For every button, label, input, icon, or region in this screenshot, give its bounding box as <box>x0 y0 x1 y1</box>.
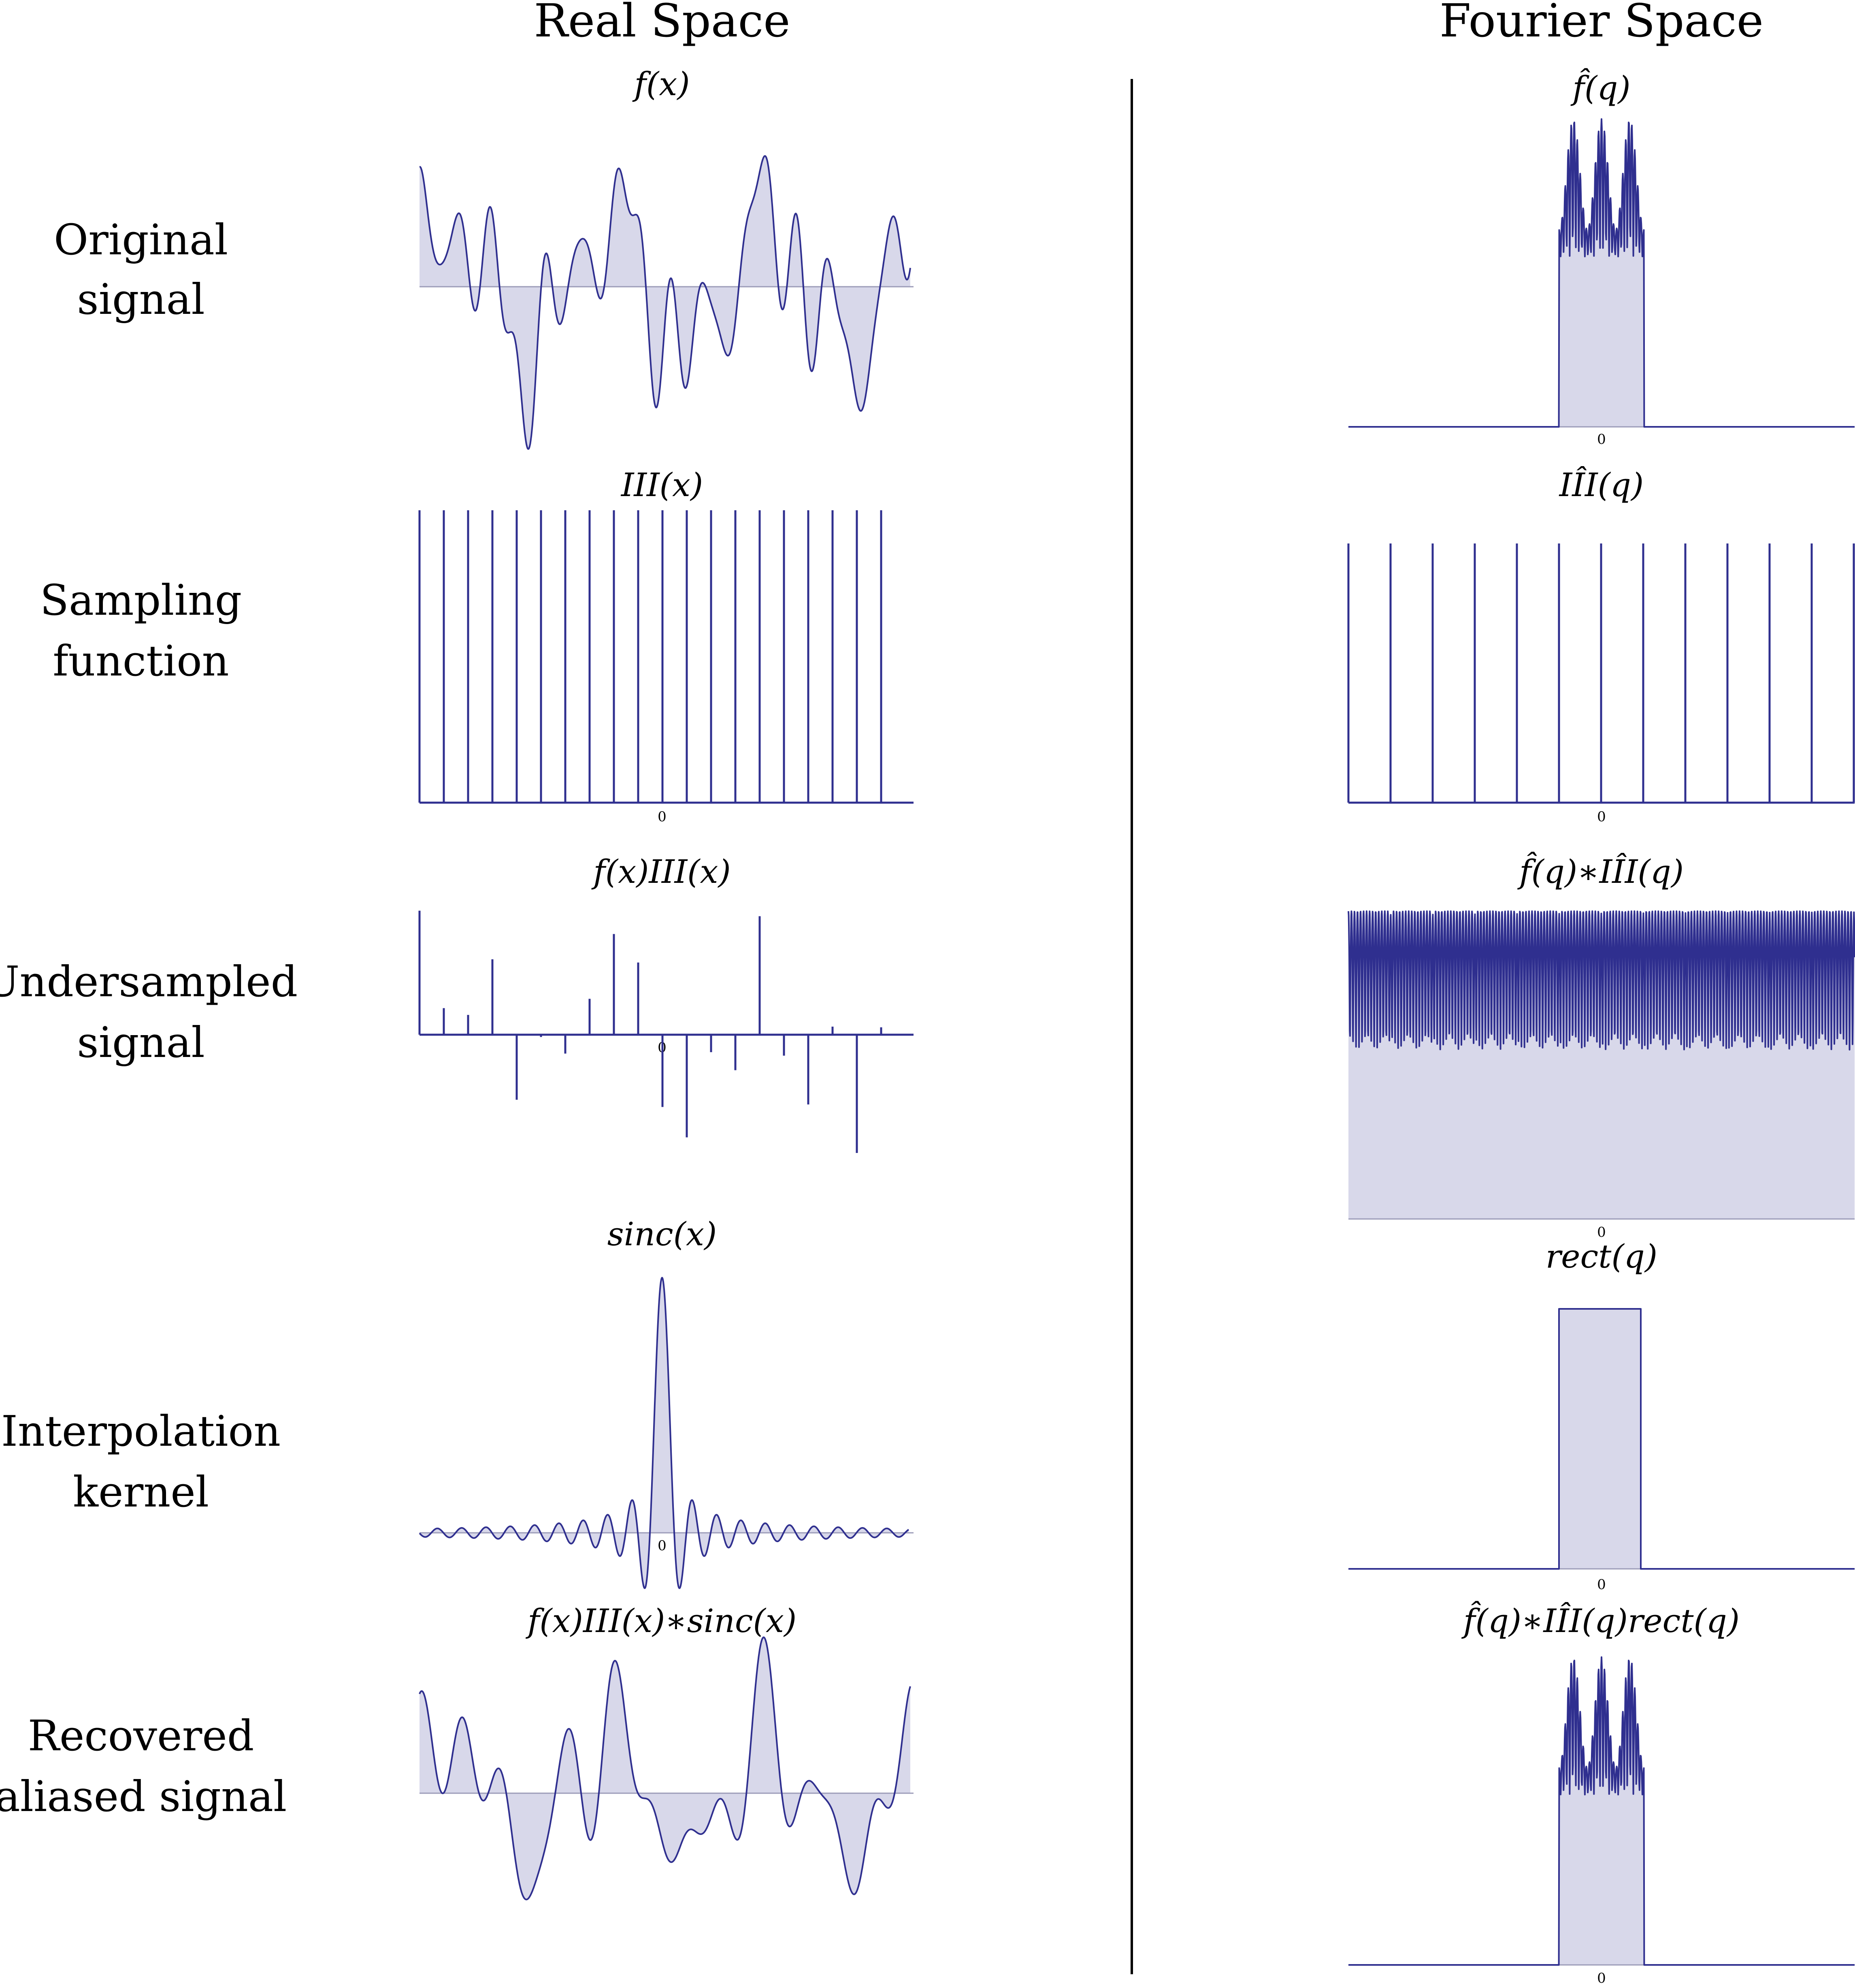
recovered-spectrum-area <box>1348 1657 1855 1965</box>
row-label-recovered: Recovered aliased signal <box>0 1711 287 1821</box>
zero-label-fourier-4: 0 <box>1597 1970 1606 1986</box>
recovered-signal-area <box>420 1637 910 1900</box>
svg-text:Undersampled: Undersampled <box>0 957 298 1006</box>
plot-recovered-signal <box>419 1636 914 1901</box>
rect-window-area <box>1348 1309 1855 1569</box>
row-label-interpolation: Interpolation kernel <box>1 1406 281 1517</box>
fourier-title-3: rect(q) <box>1546 1238 1657 1275</box>
svg-text:kernel: kernel <box>73 1467 209 1517</box>
plot-rect-window <box>1348 1308 1855 1570</box>
zero-label-real-1: 0 <box>658 809 667 825</box>
aliased-spectrum-curve <box>1348 910 1855 1050</box>
plot-sampling-comb <box>418 510 914 804</box>
fourier-title-0: f̂(q) <box>1570 68 1630 107</box>
real-title-3: sinc(x) <box>607 1215 717 1253</box>
original-signal-area <box>420 156 910 449</box>
zero-label-fourier-1: 0 <box>1597 809 1606 825</box>
plot-undersampled-signal <box>418 910 914 1153</box>
plot-comb-spectrum <box>1347 543 1855 804</box>
zero-label-fourier-3: 0 <box>1597 1577 1606 1593</box>
recovered-signal-curve <box>419 1636 911 1901</box>
zero-label-fourier-2: 0 <box>1597 1224 1606 1240</box>
zero-label-fourier-0: 0 <box>1597 431 1606 447</box>
svg-text:function: function <box>53 636 229 686</box>
sinc-kernel-curve <box>419 1277 909 1589</box>
recovered-spectrum-curve <box>1348 1656 1855 1966</box>
real-title-2: f(x)III(x) <box>591 853 731 891</box>
fourier-title-4: f̂(q)∗IÎI(q)rect(q) <box>1461 1600 1740 1640</box>
plot-aliased-spectrum <box>1348 910 1855 1220</box>
header-real-space: Real Space <box>534 0 790 47</box>
real-title-4: f(x)III(x)∗sinc(x) <box>526 1602 797 1640</box>
header-fourier-space: Fourier Space <box>1440 0 1763 47</box>
svg-text:Interpolation: Interpolation <box>1 1406 281 1456</box>
signal-spectrum-area <box>1348 119 1855 427</box>
original-signal-curve <box>419 155 911 450</box>
svg-text:Sampling: Sampling <box>40 575 242 625</box>
real-title-1: III(x) <box>620 466 703 504</box>
plot-signal-spectrum <box>1348 118 1855 428</box>
row-label-sampling: Sampling function <box>40 575 242 686</box>
zero-label-real-3: 0 <box>658 1538 667 1554</box>
fourier-title-1: IÎI(q) <box>1559 466 1644 504</box>
rect-window-curve <box>1348 1308 1855 1570</box>
row-label-original: Original signal <box>54 215 228 324</box>
plot-recovered-spectrum <box>1348 1656 1855 1966</box>
sinc-kernel-area <box>420 1278 909 1588</box>
svg-text:signal: signal <box>77 275 204 324</box>
plot-original-signal <box>419 155 914 450</box>
real-title-0: f(x) <box>632 65 690 103</box>
row-label-undersampled: Undersampled signal <box>0 957 298 1067</box>
signal-spectrum-curve <box>1348 118 1855 428</box>
svg-text:Original: Original <box>54 215 228 264</box>
fourier-title-2: f̂(q)∗IÎI(q) <box>1517 851 1684 891</box>
svg-text:aliased signal: aliased signal <box>0 1772 287 1821</box>
plot-sinc-kernel <box>419 1277 914 1589</box>
svg-text:signal: signal <box>77 1018 204 1067</box>
svg-text:Recovered: Recovered <box>28 1711 254 1760</box>
